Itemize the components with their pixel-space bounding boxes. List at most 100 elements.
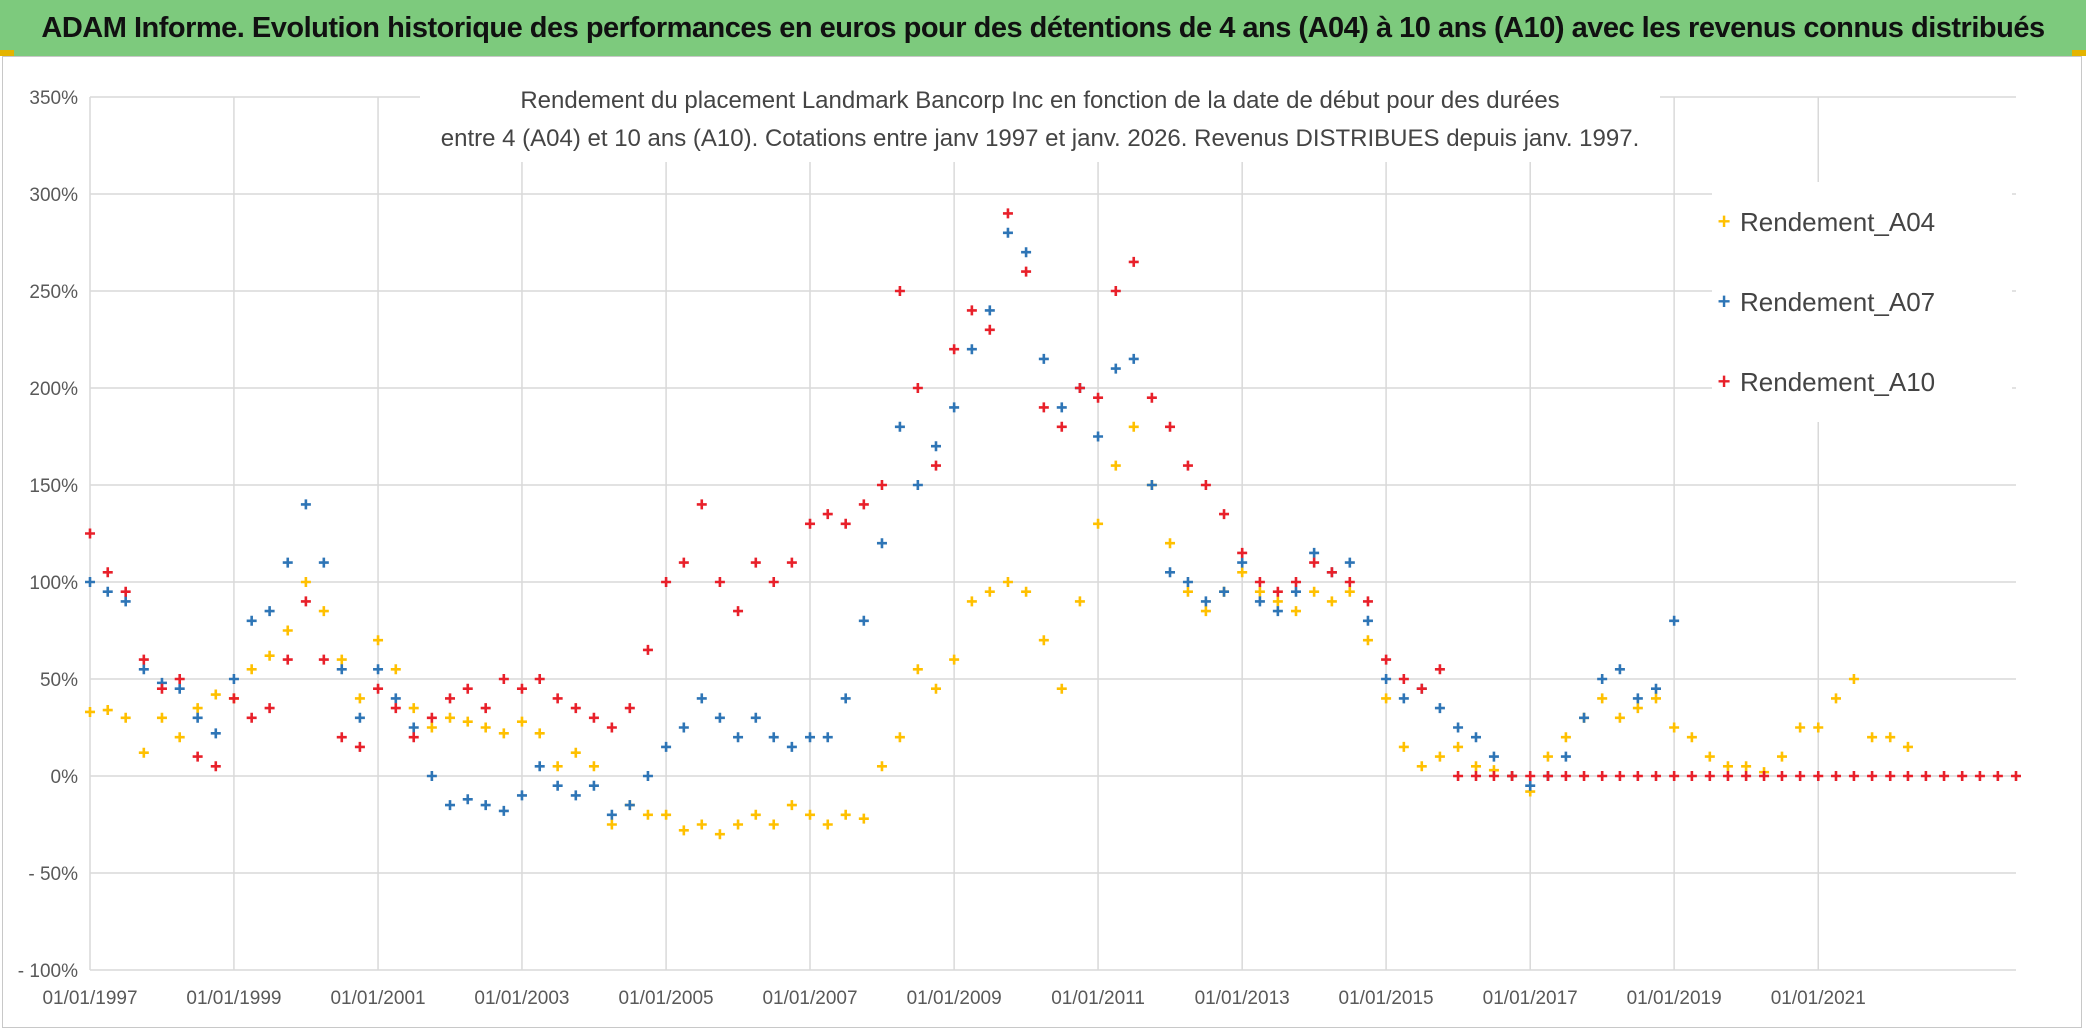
data-point (1560, 732, 1571, 743)
data-point (390, 664, 401, 675)
data-point (768, 819, 779, 830)
data-point (264, 650, 275, 661)
data-point (1957, 771, 1968, 781)
data-point (1219, 586, 1230, 597)
series-rendement_a10 (85, 208, 2021, 781)
data-point (624, 703, 635, 714)
data-point (1182, 586, 1193, 597)
data-point (1939, 771, 1950, 781)
x-tick-label: 01/01/2003 (474, 988, 569, 1009)
data-point (714, 712, 725, 723)
data-point (1237, 567, 1248, 578)
legend-item-a10: + Rendement_A10 (1712, 362, 1936, 402)
data-point (1813, 771, 1824, 781)
data-point (408, 732, 419, 743)
data-point (1704, 751, 1715, 762)
data-point (462, 794, 473, 805)
data-point (912, 480, 923, 490)
data-point (840, 518, 851, 529)
data-point (1470, 771, 1481, 781)
data-point (174, 732, 185, 743)
data-point (1021, 586, 1032, 597)
data-point (85, 577, 95, 587)
data-point (1669, 722, 1680, 733)
data-point (1470, 732, 1481, 743)
corner-mark-left (0, 50, 14, 56)
data-point (300, 577, 311, 587)
x-tick-label: 01/01/2007 (762, 988, 857, 1009)
data-point (228, 674, 239, 684)
data-point (696, 819, 707, 830)
data-point (1093, 518, 1104, 529)
data-point (408, 703, 419, 714)
data-point (1362, 596, 1373, 607)
data-point (1795, 722, 1806, 733)
data-point (264, 703, 275, 714)
data-point (534, 674, 545, 684)
data-point (1560, 751, 1571, 762)
data-point (786, 557, 797, 568)
data-point (1381, 693, 1392, 704)
data-point (1128, 353, 1139, 364)
data-point (1759, 771, 1770, 781)
data-point (1542, 751, 1553, 762)
data-point (138, 747, 149, 758)
data-point (588, 780, 599, 791)
data-point (1182, 577, 1193, 587)
x-tick-label: 01/01/2013 (1195, 988, 1290, 1009)
data-point (1885, 732, 1896, 743)
data-point (1002, 227, 1013, 238)
data-point (1219, 509, 1230, 520)
data-point (1741, 761, 1752, 772)
data-point (894, 421, 905, 432)
data-point (552, 780, 563, 791)
data-point (1885, 771, 1896, 781)
x-tick-label: 01/01/1997 (42, 988, 137, 1009)
data-point (1416, 683, 1427, 694)
data-point (624, 800, 635, 811)
data-point (714, 829, 725, 840)
data-point (282, 654, 293, 665)
data-point (1579, 712, 1590, 723)
data-point (1902, 771, 1913, 781)
series-rendement_a04 (85, 421, 1913, 840)
data-point (1614, 771, 1625, 781)
chart-title: Rendement du placement Landmark Bancorp … (420, 78, 1660, 162)
data-point (1200, 596, 1211, 607)
data-point (1290, 606, 1301, 617)
data-point (1146, 392, 1157, 403)
data-point (1434, 664, 1445, 675)
data-point (210, 728, 221, 739)
data-point (1704, 771, 1715, 781)
data-point (373, 664, 384, 675)
data-point (1146, 480, 1157, 490)
data-point (1632, 693, 1643, 704)
data-point (1542, 771, 1553, 781)
legend-item-a07: + Rendement_A07 (1712, 282, 1936, 322)
data-point (661, 809, 672, 820)
data-point (642, 771, 653, 781)
data-point (85, 706, 95, 717)
data-point (498, 674, 509, 684)
x-tick-label: 01/01/1999 (186, 988, 281, 1009)
data-point (1488, 771, 1499, 781)
data-point (1795, 771, 1806, 781)
data-point (894, 286, 905, 296)
x-tick-label: 01/01/2019 (1627, 988, 1722, 1009)
data-point (1525, 780, 1536, 791)
data-point (174, 674, 185, 684)
data-point (1398, 674, 1409, 684)
data-point (1200, 480, 1211, 490)
data-point (552, 761, 563, 772)
data-point (138, 664, 149, 675)
data-point (426, 771, 437, 781)
data-point (552, 693, 563, 704)
report-banner: ADAM Informe. Evolution historique des p… (0, 0, 2086, 56)
data-point (1074, 596, 1085, 607)
data-point (480, 703, 491, 714)
data-point (336, 664, 347, 675)
data-point (480, 722, 491, 733)
chart-frame (2, 56, 2082, 1028)
x-tick-label: 01/01/2017 (1483, 988, 1578, 1009)
data-point (1453, 741, 1464, 752)
